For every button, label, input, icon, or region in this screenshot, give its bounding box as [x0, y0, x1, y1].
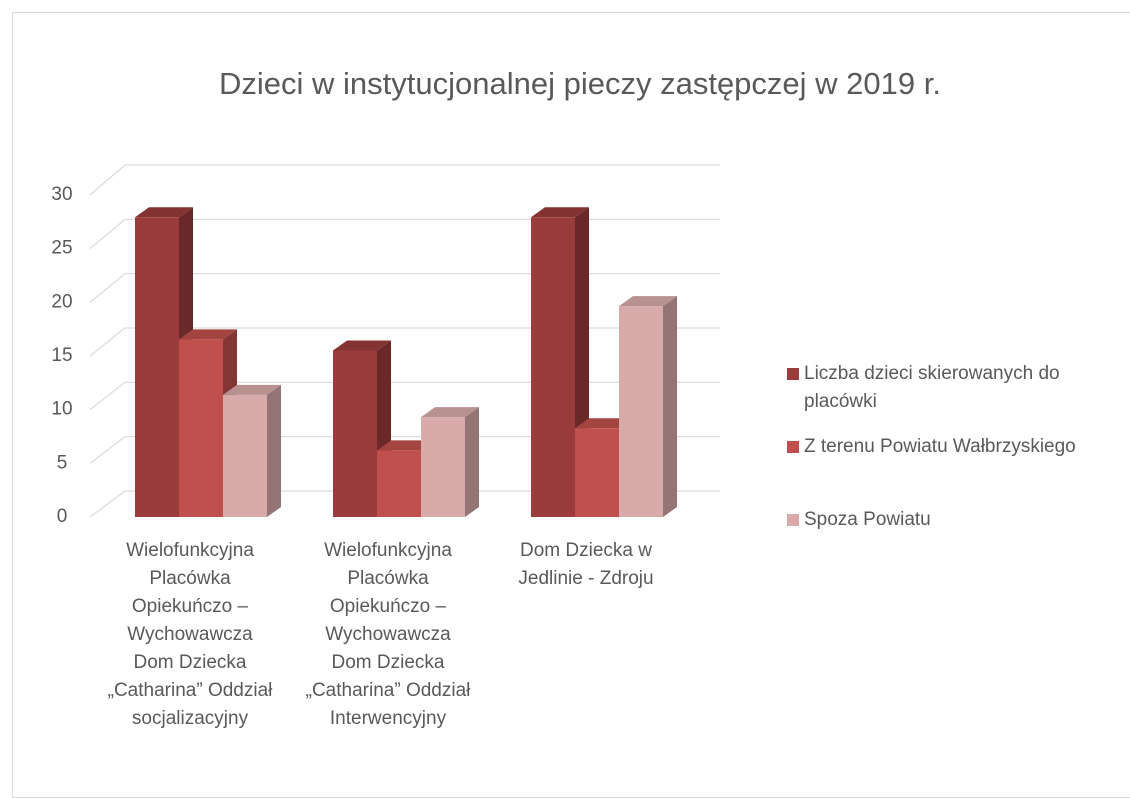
legend-label: Spoza Powiatu [804, 509, 931, 530]
legend-swatch [787, 368, 799, 380]
bar-top [575, 418, 633, 429]
bar-side [267, 384, 281, 517]
bar [135, 217, 179, 518]
bar [575, 428, 619, 517]
bar-top [421, 407, 479, 418]
legend-swatch [787, 514, 799, 526]
y-tick-label: 10 [51, 399, 72, 420]
bar-side [663, 296, 677, 517]
legend-item: Z terenu Powiatu Wałbrzyskiego [787, 433, 1127, 461]
bar-top [179, 329, 237, 340]
chart-title: Dzieci w instytucjonalnej pieczy zastępc… [219, 66, 941, 101]
y-tick-label: 30 [51, 184, 72, 205]
bar-top [531, 207, 589, 218]
grid-line [89, 327, 720, 357]
bar [531, 217, 575, 518]
legend-label: Z terenu Powiatu Wałbrzyskiego [804, 436, 1076, 457]
grid-line [89, 164, 720, 196]
bar-side [465, 407, 479, 517]
y-tick-label: 20 [51, 291, 72, 312]
y-tick-label: 15 [51, 345, 72, 366]
bar [333, 350, 377, 517]
bar [223, 394, 267, 517]
x-tick-label: Dom Dziecka w Jedlinie - Zdroju [518, 540, 654, 589]
grid-line [89, 218, 720, 250]
x-tick-label: Wielofunkcyjna Placówka Opiekuńczo – Wyc… [107, 540, 273, 729]
legend-item: Spoza Powiatu [787, 506, 1127, 534]
bar-top [619, 296, 677, 307]
bar-top [333, 340, 391, 351]
bar-top [223, 384, 281, 395]
bar [377, 450, 421, 517]
y-tick-label: 0 [57, 506, 68, 527]
grid-line [89, 436, 720, 464]
grid-line [89, 490, 720, 518]
x-tick-label: Wielofunkcyjna Placówka Opiekuńczo – Wyc… [305, 540, 471, 729]
y-tick-label: 5 [57, 452, 68, 473]
legend-item: Liczba dzieci skierowanych do placówki [787, 360, 1127, 416]
bar-top [377, 440, 435, 451]
y-tick-label: 25 [51, 238, 72, 259]
grid-line [89, 381, 720, 411]
bar [179, 339, 223, 517]
grid-line [89, 273, 720, 303]
bar-top [135, 207, 193, 218]
legend-swatch [787, 441, 799, 453]
legend-label: Liczba dzieci skierowanych do placówki [804, 363, 1060, 412]
bar [619, 306, 663, 517]
bar [421, 417, 465, 517]
